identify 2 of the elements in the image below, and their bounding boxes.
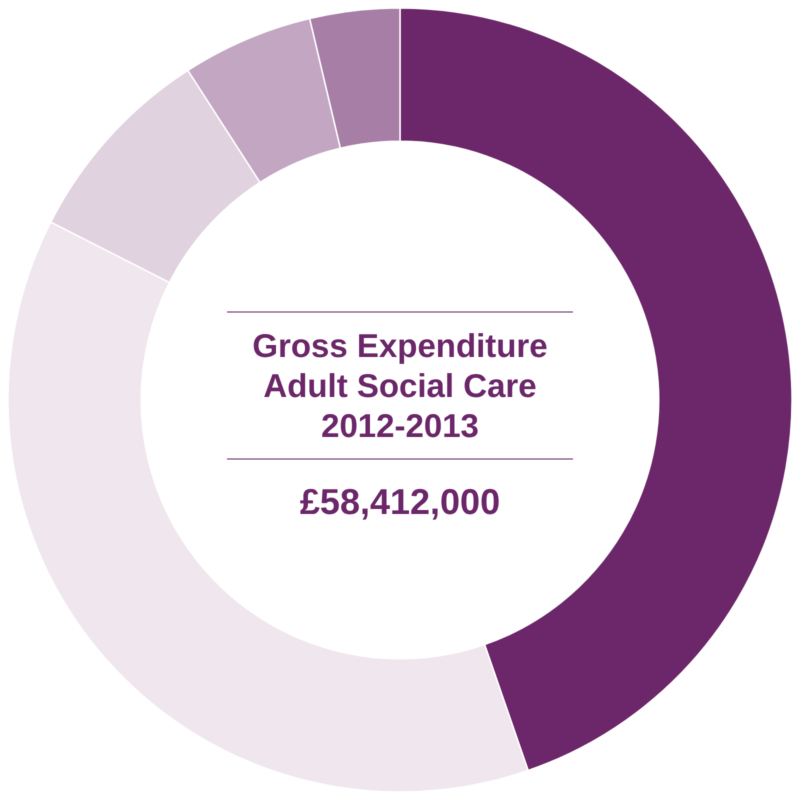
- text: £58,412,000: [300, 481, 500, 522]
- text: Gross Expenditure Adult Social Care 2012-2013: [252, 327, 548, 444]
